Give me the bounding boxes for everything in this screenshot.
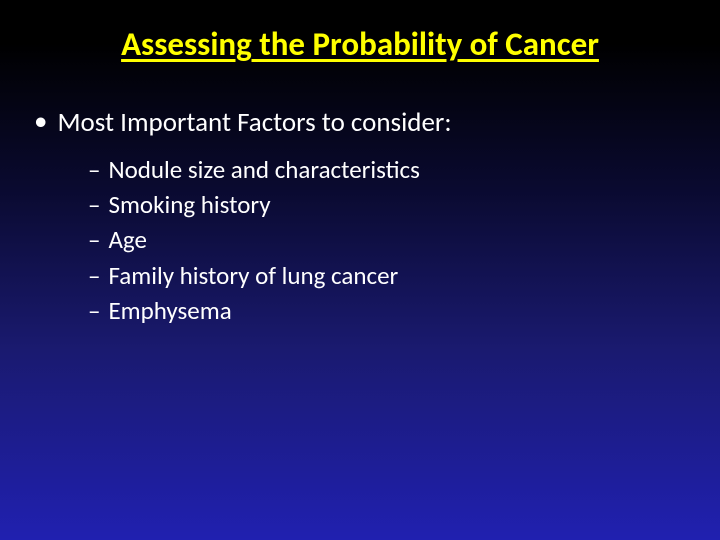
bullet-text-l2: Smoking history	[108, 189, 270, 220]
bullet-text-l2: Nodule size and characteristics	[108, 154, 419, 185]
slide: Assessing the Probability of Cancer • Mo…	[0, 0, 720, 540]
bullet-text-l1: Most Important Factors to consider:	[57, 106, 451, 140]
bullet-level-1: • Most Important Factors to consider:	[34, 106, 720, 140]
bullet-text-l2: Family history of lung cancer	[108, 260, 398, 291]
slide-title: Assessing the Probability of Cancer	[0, 24, 720, 64]
bullet-marker-l1: •	[34, 106, 47, 138]
bullet-marker-l2: –	[88, 224, 100, 255]
bullet-marker-l2: –	[88, 189, 100, 220]
bullet-level-2: – Smoking history	[88, 189, 720, 220]
bullet-level-2: – Emphysema	[88, 295, 720, 326]
bullet-marker-l2: –	[88, 260, 100, 291]
bullet-marker-l2: –	[88, 154, 100, 185]
bullet-text-l2: Emphysema	[108, 295, 231, 326]
bullet-level-2: – Age	[88, 224, 720, 255]
bullet-level-2: – Nodule size and characteristics	[88, 154, 720, 185]
bullet-marker-l2: –	[88, 295, 100, 326]
bullet-text-l2: Age	[108, 224, 146, 255]
bullet-level-2: – Family history of lung cancer	[88, 260, 720, 291]
